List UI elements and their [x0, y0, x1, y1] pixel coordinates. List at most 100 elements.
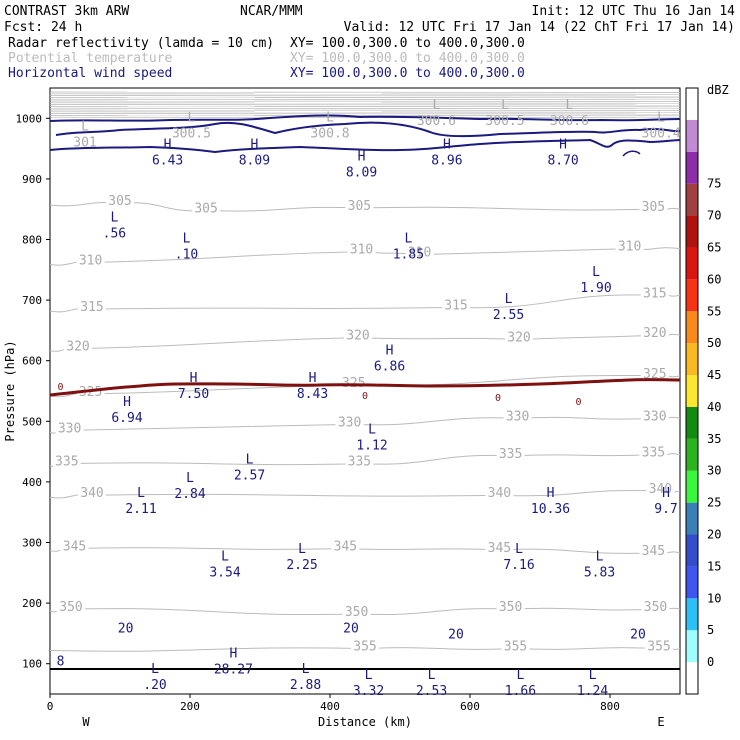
surface-extremum-value: 300.5 [485, 114, 524, 129]
upper-isentropes [49, 91, 681, 118]
surface-extremum-mark: L [432, 98, 440, 113]
wind-extremum-mark: L [592, 265, 600, 280]
wind-extremum-value: 8.09 [346, 166, 377, 181]
wind-contours [49, 114, 681, 157]
isentrope-label: 305 [642, 200, 665, 215]
valid-time: Valid: 12 UTC Fri 17 Jan 14 (22 ChT Fri … [344, 20, 735, 35]
surface-extremum-value: 300.6 [550, 114, 589, 129]
wind-extremum-value: 2.53 [416, 684, 447, 699]
freezing-level-label: 0 [362, 391, 368, 402]
isentrope-label: 310 [408, 246, 431, 261]
isentrope-label: 305 [348, 199, 371, 214]
wind-extremum-value: 28.27 [214, 663, 253, 678]
x-axis-title: Distance (km) [318, 715, 412, 729]
wind-extremum-value: 2.57 [234, 469, 265, 484]
wind-extremum-mark: L [505, 292, 513, 307]
isentrope-labels: 355 355 355 350 350 350 350 345 345 345 345 340 340 3… [52, 194, 675, 655]
surface-extremum-value: 301 [73, 135, 96, 150]
y-tick-label: 300 [22, 537, 42, 550]
y-tick-label: 100 [22, 658, 42, 671]
wind-extremum-mark: H [443, 138, 451, 153]
x-tick-label: 600 [460, 700, 480, 713]
isentrope-label: 345 [642, 544, 665, 559]
colorbar-level-label: 0 [707, 655, 714, 669]
isentrope-label: 330 [338, 415, 361, 430]
colorbar-level-label: 15 [707, 559, 721, 573]
wind-extremum-value: 2.25 [286, 558, 317, 573]
colorbar-segment [686, 343, 698, 376]
freezing-level-label: 0 [575, 397, 581, 408]
wind-extremum-mark: L [137, 486, 145, 501]
isentrope-label: 320 [346, 329, 369, 344]
colorbar-segment [686, 566, 698, 599]
colorbar-level-label: 35 [707, 432, 721, 446]
colorbar-units: dBZ [707, 83, 729, 97]
wind-contour-label: 8 [57, 655, 65, 670]
plot-frame [49, 87, 681, 695]
wind-contour-label: 20 [343, 621, 359, 636]
isentrope-label: 305 [108, 194, 131, 209]
wind-extremum-value: 5.83 [584, 566, 615, 581]
wind-extremum-mark: L [589, 668, 597, 683]
center-label: NCAR/MMM [240, 4, 303, 19]
x-axis: 0 200 400 600 800 [47, 694, 620, 713]
wind-extremum-value: 1.24 [577, 684, 608, 699]
wind-extremum-value: 3.54 [209, 566, 240, 581]
colorbar-level-label: 60 [707, 272, 721, 286]
wind-extremum-value: 7.50 [178, 387, 209, 402]
surface-extremum-mark: L [501, 98, 509, 113]
colorbar-level-label: 40 [707, 400, 721, 414]
wind-extremum-mark: H [662, 486, 670, 501]
isentrope-label: 340 [488, 486, 511, 501]
wind-extremum-mark: L [428, 668, 436, 683]
forecast-hour: Fcst: 24 h [4, 20, 82, 35]
wind-extremum-mark: H [190, 371, 198, 386]
product-title: CONTRAST 3km ARW [4, 4, 129, 19]
isentrope-label: 355 [504, 640, 527, 655]
isentrope-label: 320 [66, 340, 89, 355]
wind-extremum-value: 8.96 [431, 154, 462, 169]
wind-extremum-mark: L [151, 662, 159, 677]
colorbar-segment [686, 598, 698, 631]
surface-extremum-mark: L [187, 110, 195, 125]
colorbar-level-label: 30 [707, 464, 721, 478]
isentrope-label: 305 [194, 201, 217, 216]
isentrope-label: 310 [350, 243, 373, 258]
isentrope-label: 350 [499, 600, 522, 615]
isentrope-label: 330 [643, 409, 666, 424]
wind-extremum-mark: H [547, 486, 555, 501]
wind-extremum-mark: L [596, 550, 604, 565]
colorbar-level-label: 10 [707, 591, 721, 605]
wind-extremum-mark: H [358, 150, 366, 165]
freezing-level-line [49, 378, 681, 397]
isentrope-label: 340 [649, 482, 672, 497]
field-theta-xy: XY= 100.0,300.0 to 400.0,300.0 [290, 51, 525, 66]
colorbar-segment [686, 406, 698, 439]
field-wind-name: Horizontal wind speed [8, 66, 172, 81]
surface-extremum-value: 300.6 [417, 114, 456, 129]
wind-extremum-mark: H [309, 371, 317, 386]
colorbar-segment [686, 630, 698, 663]
wind-extremum-value: 6.94 [111, 411, 142, 426]
isentrope-label: 315 [80, 300, 103, 315]
wind-extremum-value: 8.09 [239, 154, 270, 169]
wind-extremum-mark: L [365, 668, 373, 683]
freezing-level-labels: 0 0 0 0 [55, 381, 584, 408]
colorbar-level-label: 5 [707, 623, 714, 637]
colorbar-level-label: 50 [707, 336, 721, 350]
x-axis-west-label: W [82, 715, 90, 729]
colorbar-segment [686, 151, 698, 184]
wind-extremum-value: .20 [143, 678, 166, 693]
field-theta-name: Potential temperature [8, 51, 173, 66]
colorbar-level-label: 55 [707, 304, 721, 318]
isentrope-label: 320 [643, 326, 666, 341]
isentrope-label: 355 [647, 640, 670, 655]
wind-contour-label: 20 [448, 627, 464, 642]
isentrope-label: 320 [507, 330, 530, 345]
wind-contour-label: 20 [630, 627, 646, 642]
surface-extremum-value: 300.8 [310, 126, 349, 141]
colorbar-level-label: 75 [707, 177, 721, 191]
freezing-level-label: 0 [57, 382, 63, 393]
colorbar-level-label: 25 [707, 496, 721, 510]
